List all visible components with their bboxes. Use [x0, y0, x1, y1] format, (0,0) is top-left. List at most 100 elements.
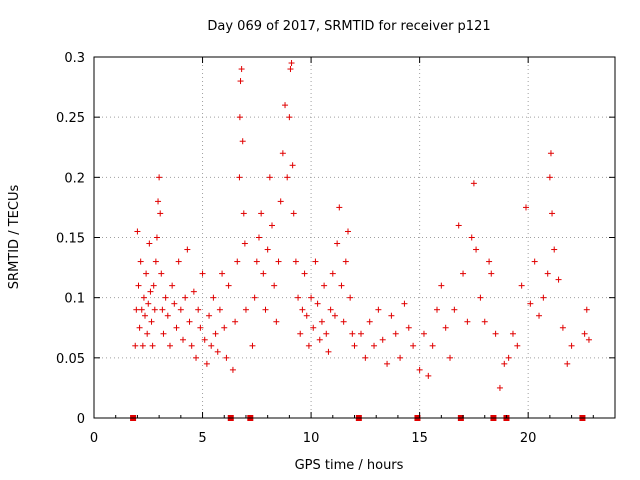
data-point — [325, 348, 332, 355]
data-point — [210, 294, 217, 301]
data-point — [318, 318, 325, 325]
y-tick-label: 0.1 — [64, 292, 85, 307]
data-point — [433, 306, 440, 313]
data-point — [316, 336, 323, 343]
data-point — [470, 180, 477, 187]
data-point — [547, 150, 554, 157]
data-point — [138, 306, 145, 313]
data-point — [171, 300, 178, 307]
data-point — [544, 270, 551, 277]
data-point — [203, 360, 210, 367]
data-point — [279, 150, 286, 157]
data-point — [164, 312, 171, 319]
data-point — [249, 342, 256, 349]
data-point — [501, 360, 508, 367]
data-point — [208, 342, 215, 349]
chart-title: Day 069 of 2017, SRMTID for receiver p12… — [207, 19, 490, 34]
y-tick-label: 0.15 — [56, 232, 85, 247]
data-point — [429, 342, 436, 349]
data-point — [455, 222, 462, 229]
data-point — [334, 240, 341, 247]
data-point — [277, 198, 284, 205]
data-point — [225, 282, 232, 289]
data-point — [186, 318, 193, 325]
data-point — [284, 174, 291, 181]
data-point — [260, 270, 267, 277]
data-point — [149, 342, 156, 349]
data-point — [184, 246, 191, 253]
data-point — [527, 300, 534, 307]
data-point — [286, 114, 293, 121]
data-point — [481, 318, 488, 325]
data-point — [438, 282, 445, 289]
data-point — [551, 246, 558, 253]
data-point — [568, 342, 575, 349]
data-point — [331, 312, 338, 319]
data-point — [237, 78, 244, 85]
data-point — [323, 330, 330, 337]
data-point — [212, 330, 219, 337]
data-point — [559, 324, 566, 331]
data-point — [182, 294, 189, 301]
data-point — [236, 114, 243, 121]
data-point — [555, 276, 562, 283]
data-point — [289, 162, 296, 169]
data-point — [148, 318, 155, 325]
data-point — [288, 60, 295, 67]
data-point — [216, 306, 223, 313]
data-point — [214, 348, 221, 355]
data-point — [266, 174, 273, 181]
data-point — [151, 306, 158, 313]
data-point — [234, 258, 241, 265]
data-points — [132, 60, 592, 391]
data-point — [505, 354, 512, 361]
data-point — [392, 330, 399, 337]
data-point — [371, 342, 378, 349]
data-point — [195, 306, 202, 313]
data-point — [232, 318, 239, 325]
data-point — [133, 306, 140, 313]
data-point — [153, 234, 160, 241]
data-point — [239, 138, 246, 145]
x-tick-label: 0 — [90, 431, 98, 446]
data-point — [199, 270, 206, 277]
data-point — [336, 204, 343, 211]
data-point — [514, 342, 521, 349]
data-point — [173, 324, 180, 331]
data-point — [290, 210, 297, 217]
data-point — [152, 258, 159, 265]
data-point — [157, 210, 164, 217]
x-axis-label: GPS time / hours — [295, 458, 404, 473]
data-point — [509, 330, 516, 337]
data-point — [468, 234, 475, 241]
data-point — [155, 198, 162, 205]
data-point — [150, 282, 157, 289]
data-point — [464, 318, 471, 325]
data-point — [238, 66, 245, 73]
data-point — [273, 318, 280, 325]
data-point — [253, 258, 260, 265]
data-point — [147, 288, 154, 295]
y-tick-label: 0.2 — [64, 171, 85, 186]
data-point — [496, 384, 503, 391]
data-point — [219, 270, 226, 277]
data-point — [327, 306, 334, 313]
data-point — [486, 258, 493, 265]
data-point — [347, 294, 354, 301]
data-point — [158, 270, 165, 277]
data-point — [351, 342, 358, 349]
data-point — [581, 330, 588, 337]
data-point — [349, 330, 356, 337]
data-point — [420, 330, 427, 337]
data-point — [379, 336, 386, 343]
data-point — [136, 324, 143, 331]
data-point — [397, 354, 404, 361]
data-point — [583, 306, 590, 313]
data-point — [299, 306, 306, 313]
grid — [94, 57, 615, 418]
x-tick-label: 5 — [198, 431, 206, 446]
y-tick-label: 0 — [77, 412, 85, 427]
data-point — [242, 306, 249, 313]
data-point — [321, 282, 328, 289]
